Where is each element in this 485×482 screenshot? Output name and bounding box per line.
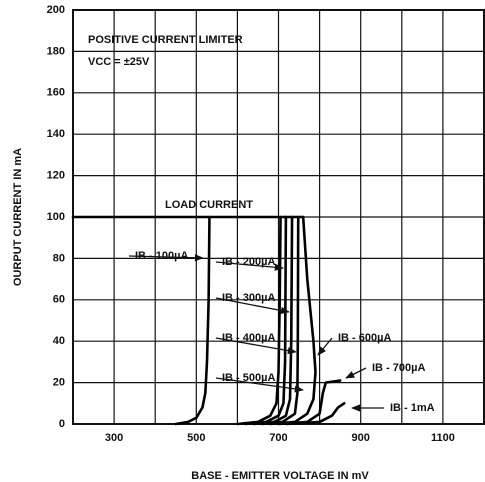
series-line — [174, 215, 211, 426]
series-label: IB - 300µA — [222, 292, 275, 304]
x-axis-label: BASE - EMITTER VOLTAGE IN mV — [191, 470, 369, 482]
y-tick-label: 120 — [47, 170, 65, 182]
x-tick-label: 300 — [105, 432, 123, 444]
y-axis-label: OURPUT CURRENT IN mA — [12, 148, 24, 286]
x-tick-label: 900 — [352, 432, 370, 444]
y-tick-label: 100 — [47, 211, 65, 223]
x-tick-label: 1100 — [431, 432, 455, 444]
label-arrow — [317, 337, 333, 356]
y-tick-label: 40 — [53, 335, 65, 347]
y-tick-label: 140 — [47, 128, 65, 140]
y-tick-label: 180 — [47, 45, 65, 57]
series-label: IB - 100µA — [135, 250, 188, 262]
label-arrow — [345, 367, 367, 379]
chart-subtitle: VCC = ±25V — [88, 56, 150, 68]
series-label: IB - 400µA — [222, 332, 275, 344]
annotation: LOAD CURRENT — [165, 199, 253, 211]
series-label: IB - 1mA — [390, 402, 435, 414]
y-tick-label: 200 — [47, 4, 65, 16]
label-arrow — [215, 337, 297, 355]
y-tick-label: 160 — [47, 87, 65, 99]
label-arrow — [215, 377, 304, 393]
y-tick-label: 60 — [53, 294, 65, 306]
x-tick-label: 700 — [269, 432, 287, 444]
label-arrow — [128, 254, 204, 262]
x-tick-label: 500 — [187, 432, 205, 444]
label-arrow — [215, 297, 290, 315]
series-label: IB - 200µA — [222, 256, 275, 268]
y-tick-label: 20 — [53, 377, 65, 389]
y-tick-label: 80 — [53, 252, 65, 264]
series-label: IB - 600µA — [338, 332, 391, 344]
y-tick-label: 0 — [59, 418, 65, 430]
chart-title: POSITIVE CURRENT LIMITER — [88, 34, 243, 46]
series-label: IB - 700µA — [372, 362, 425, 374]
series-line — [285, 402, 346, 426]
series-line — [268, 215, 317, 426]
label-arrow — [215, 261, 284, 271]
